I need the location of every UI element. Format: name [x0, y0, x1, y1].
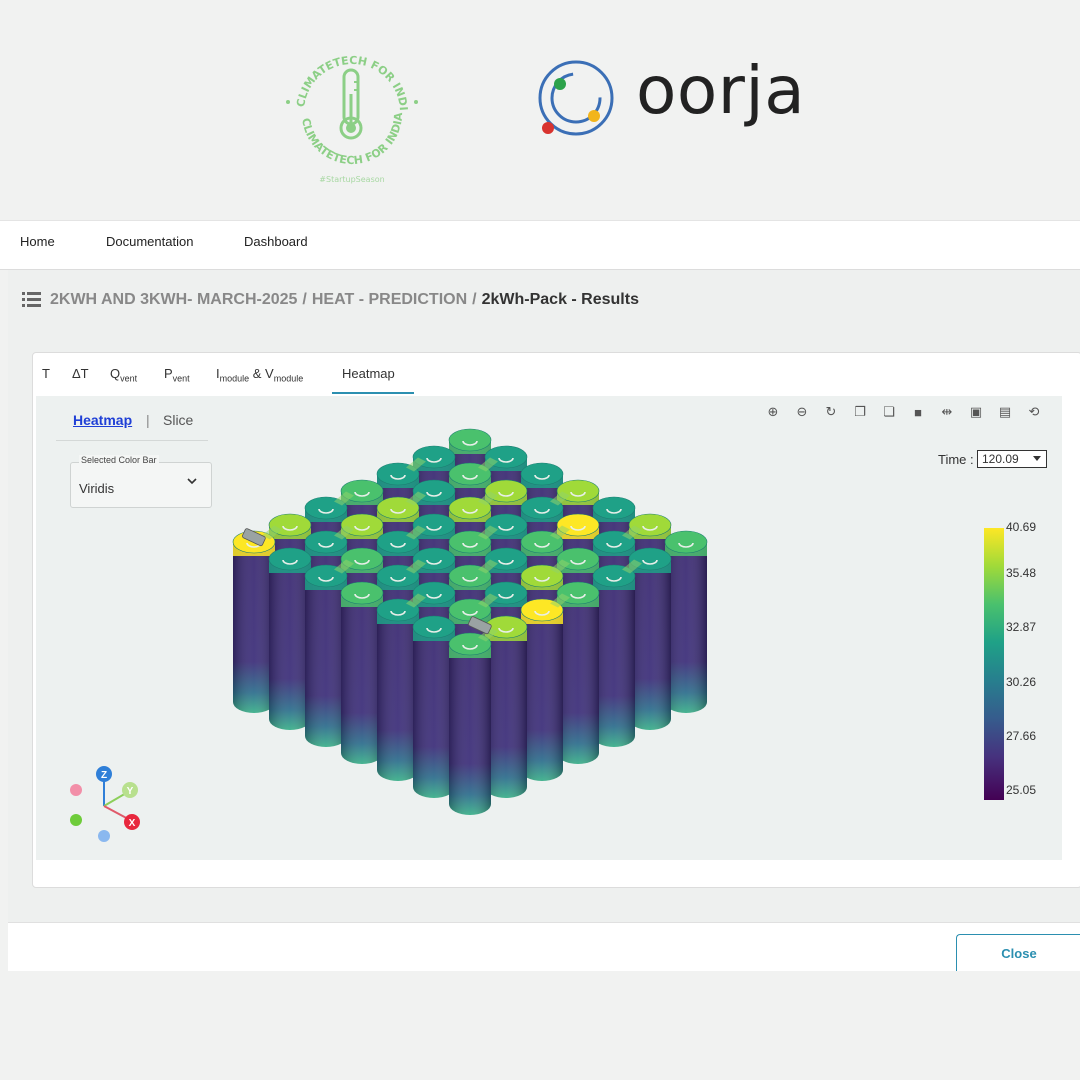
breadcrumb-separator: / — [302, 291, 307, 308]
interconnect-strip — [262, 525, 282, 540]
view-back-icon[interactable]: ❏ — [883, 404, 895, 419]
terminal-tab — [242, 528, 266, 547]
battery-cell — [484, 615, 528, 798]
axis-triad: Z Y X — [70, 766, 140, 842]
interconnect-strip — [478, 525, 498, 540]
interconnect-strip — [478, 593, 498, 608]
battery-cell — [268, 547, 312, 730]
colorbar-tick: 35.48 — [1006, 566, 1037, 580]
battery-cell — [232, 530, 276, 713]
view-right-icon[interactable]: ▤ — [998, 404, 1012, 419]
color-bar-select[interactable]: Selected Color Bar Viridis — [70, 455, 212, 508]
reset-icon[interactable]: ⟲ — [1028, 404, 1040, 419]
breadcrumb-separator: / — [472, 291, 477, 308]
colorbar-tick: 30.26 — [1006, 675, 1037, 689]
interconnect-strip — [478, 457, 498, 472]
battery-cell — [664, 530, 708, 713]
time-value: 120.09 — [982, 452, 1019, 466]
zoom-in-icon[interactable]: ⊕ — [767, 404, 779, 419]
battery-cell — [448, 632, 492, 815]
subtab-heatmap[interactable]: Heatmap — [73, 412, 133, 428]
close-button[interactable]: Close — [956, 934, 1080, 971]
battery-cell — [520, 598, 564, 781]
result-tabs: T ΔT Qvent Pvent Imodule & Vmodule Heatm… — [32, 356, 1080, 396]
battery-cell — [340, 581, 384, 764]
colorbar-tick: 27.66 — [1006, 729, 1037, 743]
terminal-tab — [468, 616, 492, 635]
oorja-logo: oorja — [532, 52, 805, 138]
time-label: Time : — [938, 452, 974, 467]
interconnect-strip — [550, 525, 570, 540]
color-bar-value: Viridis — [79, 481, 115, 496]
interconnect-strip — [550, 491, 570, 506]
svg-text:#StartupSeason: #StartupSeason — [319, 175, 384, 184]
chevron-down-icon — [1033, 456, 1041, 461]
climatetech-logo: CLIMATETECH FOR INDIA CLIMATETECH FOR IN… — [278, 34, 422, 186]
tab-delta-t[interactable]: ΔT — [72, 366, 89, 381]
list-menu-icon[interactable] — [22, 291, 42, 309]
interconnect-strip — [334, 491, 354, 506]
subtab-divider-line — [56, 440, 208, 441]
interconnect-strip — [550, 593, 570, 608]
breadcrumb-project[interactable]: 2KWH AND 3KWH- MARCH-2025 — [50, 291, 298, 308]
nav-dashboard[interactable]: Dashboard — [244, 234, 308, 249]
interconnect-strip — [334, 559, 354, 574]
interconnect-strip — [406, 491, 426, 506]
interconnect-strip — [334, 525, 354, 540]
zoom-out-icon[interactable]: ⊖ — [796, 404, 808, 419]
interconnect-strip — [622, 525, 642, 540]
battery-cell — [556, 581, 600, 764]
tab-i-v-module[interactable]: Imodule & Vmodule — [216, 366, 304, 384]
axis-y-label: Y — [127, 786, 134, 797]
subtab-slice[interactable]: Slice — [163, 412, 194, 428]
battery-cell — [592, 564, 636, 747]
time-select[interactable]: 120.09 — [977, 450, 1047, 468]
interconnect-strip — [406, 559, 426, 574]
tab-p-vent[interactable]: Pvent — [164, 366, 190, 384]
oorja-wordmark: oorja — [636, 52, 806, 129]
tab-heatmap[interactable]: Heatmap — [342, 366, 395, 381]
view-left-icon[interactable]: ▣ — [969, 404, 983, 419]
interconnect-strip — [406, 593, 426, 608]
temperature-colorbar — [984, 528, 1004, 800]
svg-text:CLIMATETECH FOR INDIA: CLIMATETECH FOR INDIA — [282, 44, 410, 111]
tab-q-vent[interactable]: Qvent — [110, 366, 138, 384]
color-bar-label: Selected Color Bar — [79, 455, 159, 465]
nav-home[interactable]: Home — [20, 234, 55, 249]
breadcrumb-current: 2kWh-Pack - Results — [481, 291, 639, 308]
interconnect-strip — [478, 627, 498, 642]
interconnect-strip — [550, 559, 570, 574]
axis-z-label: Z — [101, 770, 107, 781]
battery-cell — [304, 564, 348, 747]
subtab-divider: | — [146, 412, 150, 428]
rotate-icon[interactable]: ↻ — [825, 404, 837, 419]
interconnect-strip — [478, 559, 498, 574]
view-top-icon[interactable]: ■ — [914, 404, 922, 420]
battery-cell — [376, 598, 420, 781]
axis-x-label: X — [129, 818, 136, 829]
battery-pack-heatmap[interactable] — [36, 396, 1062, 860]
battery-cell — [412, 615, 456, 798]
tab-t[interactable]: T — [42, 366, 50, 381]
colorbar-tick: 32.87 — [1006, 620, 1037, 634]
interconnect-strip — [478, 491, 498, 506]
interconnect-strip — [406, 525, 426, 540]
interconnect-strip — [622, 559, 642, 574]
view-front-icon[interactable]: ❐ — [854, 404, 866, 419]
interconnect-strip — [406, 457, 426, 472]
battery-cell — [628, 547, 672, 730]
breadcrumb-study[interactable]: HEAT - PREDICTION — [311, 291, 468, 308]
nav-documentation[interactable]: Documentation — [106, 234, 194, 249]
breadcrumb: 2KWH AND 3KWH- MARCH-2025 / HEAT - PREDI… — [22, 288, 639, 312]
colorbar-tick: 40.69 — [1006, 520, 1037, 534]
active-tab-indicator — [332, 392, 414, 394]
flip-icon[interactable]: ⇹ — [941, 404, 953, 419]
colorbar-tick: 25.05 — [1006, 783, 1037, 797]
footer-bar — [8, 922, 1080, 971]
top-nav: Home Documentation Dashboard — [0, 220, 1080, 270]
chevron-down-icon — [187, 478, 197, 485]
